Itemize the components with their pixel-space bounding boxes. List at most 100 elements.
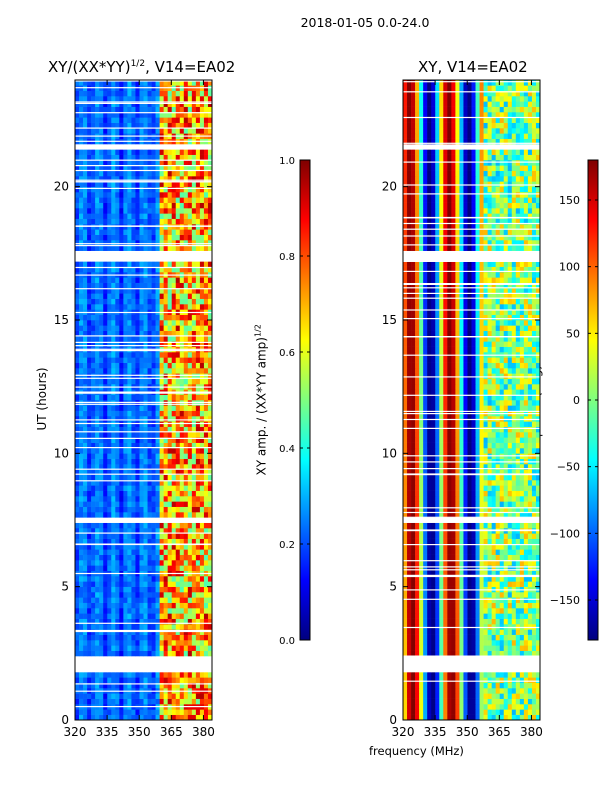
heatmap-cell (175, 362, 181, 369)
heatmap-cell (91, 405, 96, 411)
heatmap-cell (511, 672, 517, 678)
heatmap-cell (519, 682, 525, 689)
heatmap-cell (199, 202, 205, 209)
heatmap-cell (75, 96, 80, 102)
heatmap-cell (143, 554, 148, 561)
heatmap-cell (479, 656, 484, 662)
heatmap-cell (95, 186, 100, 193)
heatmap-cell (187, 96, 193, 102)
heatmap-cell (195, 554, 201, 561)
heatmap-cell (119, 480, 124, 486)
heatmap-cell (535, 629, 541, 635)
heatmap-cell (171, 240, 177, 246)
heatmap-cell (115, 501, 120, 507)
heatmap-cell (75, 192, 80, 198)
heatmap-cell (107, 160, 112, 166)
heatmap-cell (111, 421, 116, 427)
heatmap-cell (407, 698, 412, 705)
heatmap-cell (155, 170, 160, 177)
heatmap-cell (523, 688, 529, 694)
heatmap-cell (207, 229, 213, 235)
heatmap-cell (203, 656, 209, 662)
heatmap-cell (203, 629, 209, 635)
heatmap-cell (167, 597, 173, 603)
heatmap-cell (139, 650, 144, 657)
heatmap-cell (147, 517, 152, 523)
heatmap-cell (151, 229, 156, 235)
heatmap-cell (107, 597, 112, 603)
heatmap-cell (199, 160, 205, 166)
heatmap-cell (115, 154, 120, 161)
data-gap-stripe (75, 391, 212, 393)
heatmap-cell (159, 416, 164, 422)
heatmap-cell (111, 181, 116, 187)
heatmap-cell (175, 304, 181, 310)
heatmap-cell (203, 368, 209, 374)
heatmap-cell (123, 176, 128, 182)
heatmap-cell (95, 352, 100, 358)
heatmap-cell (79, 165, 84, 171)
heatmap-cell (163, 149, 168, 155)
heatmap-cell (151, 592, 156, 598)
heatmap-cell (151, 432, 156, 438)
heatmap-cell (447, 672, 452, 678)
heatmap-cell (163, 336, 168, 342)
heatmap-cell (99, 234, 104, 241)
heatmap-cell (195, 464, 201, 470)
heatmap-cell (203, 234, 209, 241)
heatmap-cell (111, 96, 116, 102)
heatmap-cell (87, 117, 92, 123)
heatmap-cell (99, 608, 104, 614)
heatmap-cell (179, 709, 185, 715)
heatmap-cell (107, 592, 112, 598)
heatmap-cell (187, 208, 193, 214)
heatmap-cell (163, 90, 168, 97)
heatmap-cell (171, 640, 177, 646)
heatmap-cell (483, 597, 488, 603)
heatmap-cell (131, 544, 136, 550)
heatmap-cell (87, 592, 92, 598)
heatmap-cell (115, 554, 120, 561)
heatmap-cell (95, 560, 100, 566)
heatmap-cell (107, 170, 112, 177)
data-gap-stripe (75, 341, 212, 343)
heatmap-cell (123, 645, 128, 651)
heatmap-cell (159, 165, 164, 171)
heatmap-cell (163, 160, 168, 166)
heatmap-cell (111, 112, 116, 118)
heatmap-cell (451, 650, 456, 657)
heatmap-cell (475, 640, 480, 646)
heatmap-cell (459, 597, 464, 603)
heatmap-cell (471, 677, 476, 683)
heatmap-cell (167, 149, 173, 155)
heatmap-cell (107, 192, 112, 198)
heatmap-cell (75, 80, 80, 86)
heatmap-cell (159, 320, 164, 326)
heatmap-cell (103, 448, 108, 454)
heatmap-cell (83, 506, 88, 513)
heatmap-cell (147, 170, 152, 177)
heatmap-cell (79, 490, 84, 497)
heatmap-cell (191, 517, 197, 523)
heatmap-cell (127, 709, 132, 715)
heatmap-cell (155, 677, 160, 683)
heatmap-cell (95, 410, 100, 417)
heatmap-cell (103, 544, 108, 550)
heatmap-cell (139, 341, 144, 347)
heatmap-cell (191, 362, 197, 369)
heatmap-cell (191, 496, 197, 502)
heatmap-cell (203, 576, 209, 582)
heatmap-cell (143, 592, 148, 598)
heatmap-cell (111, 490, 116, 497)
heatmap-cell (131, 512, 136, 518)
heatmap-cell (99, 325, 104, 331)
heatmap-cell (163, 629, 168, 635)
heatmap-cell (155, 373, 160, 379)
heatmap-cell (75, 442, 80, 449)
heatmap-cell (523, 650, 529, 657)
heatmap-cell (135, 320, 140, 326)
heatmap-cell (75, 490, 80, 497)
heatmap-cell (507, 608, 513, 614)
heatmap-cell (179, 533, 185, 539)
heatmap-cell (143, 480, 148, 486)
